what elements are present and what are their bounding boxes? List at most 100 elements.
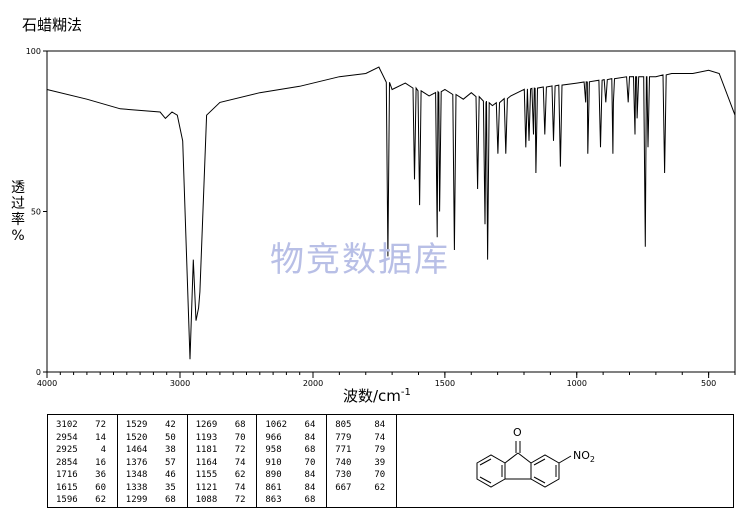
peak-table-row: 1464 38 — [126, 444, 183, 457]
peak-wavenumber: 966 — [265, 432, 282, 443]
peak-wavenumber: 779 — [335, 432, 352, 443]
peak-table-column: 1269 68 1193 70 1181 72 1164 74 1155 62 1121 74 1088… — [188, 415, 258, 507]
page-title: 石蜡糊法 — [22, 16, 83, 34]
peak-transmittance: 72 — [234, 445, 246, 455]
nitro-label: NO2 — [573, 449, 595, 464]
peak-table-row: 1181 72 — [196, 444, 253, 457]
peak-transmittance: 84 — [374, 420, 386, 430]
peak-wavenumber: 1520 — [125, 432, 148, 443]
y-tick-label: 100 — [26, 47, 41, 56]
peak-wavenumber: 740 — [335, 457, 352, 468]
peak-transmittance: 60 — [95, 482, 106, 493]
peak-table-row: 890 84 — [265, 469, 322, 482]
peak-wavenumber: 730 — [335, 470, 352, 480]
peak-table-column: 1529 42 1520 50 1464 38 1376 57 1348 46 1338 35 1299… — [118, 415, 188, 507]
peak-table: 3102 72 2954 14 2925 4 2854 16 1716 36 1615 60 1596 6… — [47, 414, 397, 508]
peak-table-row: 958 68 — [265, 444, 322, 457]
peak-wavenumber: 1338 — [125, 482, 148, 493]
x-tick-label: 1500 — [435, 379, 455, 388]
peak-table-row: 1193 70 — [196, 432, 253, 445]
peak-wavenumber: 1269 — [195, 420, 218, 430]
peak-transmittance: 74 — [374, 432, 386, 443]
x-axis-label: 波数/cm-1 — [343, 385, 411, 406]
peak-wavenumber: 1376 — [125, 457, 148, 468]
ylabel-char-3: 率 — [11, 212, 25, 228]
peak-transmittance: 70 — [304, 457, 316, 468]
peak-transmittance: 70 — [374, 470, 386, 480]
peak-transmittance: 84 — [304, 482, 316, 493]
peak-table-column: 805 84 779 74 771 79 740 39 730 70 667 62 — [327, 415, 396, 507]
peak-wavenumber: 958 — [265, 445, 282, 455]
peak-transmittance: 84 — [304, 432, 316, 443]
peak-table-row: 1338 35 — [126, 482, 183, 495]
peak-table-row: 3102 72 — [56, 419, 113, 432]
peak-wavenumber: 771 — [335, 445, 352, 455]
peak-wavenumber: 2854 — [56, 457, 78, 468]
nitro-label-main: NO — [573, 449, 590, 462]
peak-table-row: 1088 72 — [196, 494, 253, 507]
x-tick-label: 1000 — [567, 379, 587, 388]
peak-table-row: 1269 68 — [196, 419, 253, 432]
ir-spectrum-chart: 0 50 100 4000 3000 2000 1500 1000 500 — [26, 47, 736, 388]
ylabel-char-4: % — [11, 228, 25, 244]
ylabel-char-1: 透 — [11, 180, 25, 196]
peak-transmittance: 72 — [234, 495, 246, 505]
peak-wavenumber: 1181 — [195, 445, 218, 455]
peak-transmittance: 14 — [95, 432, 106, 443]
peak-table-row: 1716 36 — [56, 469, 113, 482]
watermark: 物竞数据库 — [270, 240, 450, 280]
peak-table-row: 779 74 — [335, 432, 392, 445]
peak-table-row: 2954 14 — [56, 432, 113, 445]
peak-wavenumber: 1121 — [195, 482, 218, 493]
peak-table-row: 1062 64 — [265, 419, 322, 432]
peak-table-row: 1155 62 — [196, 469, 253, 482]
peak-transmittance: 35 — [164, 482, 176, 493]
peak-wavenumber: 861 — [265, 482, 282, 493]
peak-table-row: 730 70 — [335, 469, 392, 482]
peak-table-row: 1121 74 — [196, 482, 253, 495]
peak-transmittance: 38 — [164, 445, 176, 455]
peak-wavenumber: 1155 — [195, 470, 218, 480]
peak-transmittance: 68 — [234, 420, 246, 430]
peak-wavenumber: 1716 — [56, 470, 78, 480]
y-axis-label: 透 过 率 % — [8, 180, 28, 244]
peak-table-row: 2854 16 — [56, 457, 113, 470]
peak-wavenumber: 1062 — [265, 420, 288, 430]
ylabel-char-2: 过 — [11, 196, 25, 212]
peak-transmittance: 4 — [100, 445, 106, 455]
peak-wavenumber: 2954 — [56, 432, 78, 443]
peak-table-row: 1299 68 — [126, 494, 183, 507]
peak-wavenumber: 3102 — [56, 420, 78, 430]
peak-transmittance: 68 — [164, 495, 176, 505]
peak-transmittance: 72 — [95, 420, 106, 430]
peak-transmittance: 42 — [164, 420, 176, 430]
spectrum-line — [46, 66, 736, 360]
peak-table-row: 861 84 — [265, 482, 322, 495]
peak-table-row: 1596 62 — [56, 494, 113, 507]
peak-transmittance: 84 — [304, 470, 316, 480]
peak-wavenumber: 890 — [265, 470, 282, 480]
peak-table-column: 1062 64 966 84 958 68 910 70 890 84 861 84 863 68 — [257, 415, 328, 507]
peak-transmittance: 57 — [164, 457, 176, 468]
x-tick-label: 3000 — [170, 379, 190, 388]
peak-table-row: 740 39 — [335, 457, 392, 470]
peak-table-row: 1376 57 — [126, 457, 183, 470]
peak-table-row: 863 68 — [265, 494, 322, 507]
peak-transmittance: 36 — [95, 470, 106, 480]
peak-transmittance: 62 — [374, 482, 386, 493]
peak-table-row: 1615 60 — [56, 482, 113, 495]
plot-frame — [46, 50, 736, 373]
peak-wavenumber: 1464 — [125, 445, 148, 455]
peak-wavenumber: 1193 — [195, 432, 218, 443]
peak-transmittance: 39 — [374, 457, 386, 468]
peak-wavenumber: 910 — [265, 457, 282, 468]
peak-table-row: 1529 42 — [126, 419, 183, 432]
peak-wavenumber: 667 — [335, 482, 352, 493]
peak-wavenumber: 1348 — [125, 470, 148, 480]
peak-transmittance: 68 — [304, 495, 316, 505]
y-tick-label: 0 — [36, 368, 41, 377]
peak-transmittance: 64 — [304, 420, 316, 430]
structure-box: O NO2 — [397, 414, 734, 508]
peak-table-row: 1520 50 — [126, 432, 183, 445]
peak-transmittance: 50 — [164, 432, 176, 443]
